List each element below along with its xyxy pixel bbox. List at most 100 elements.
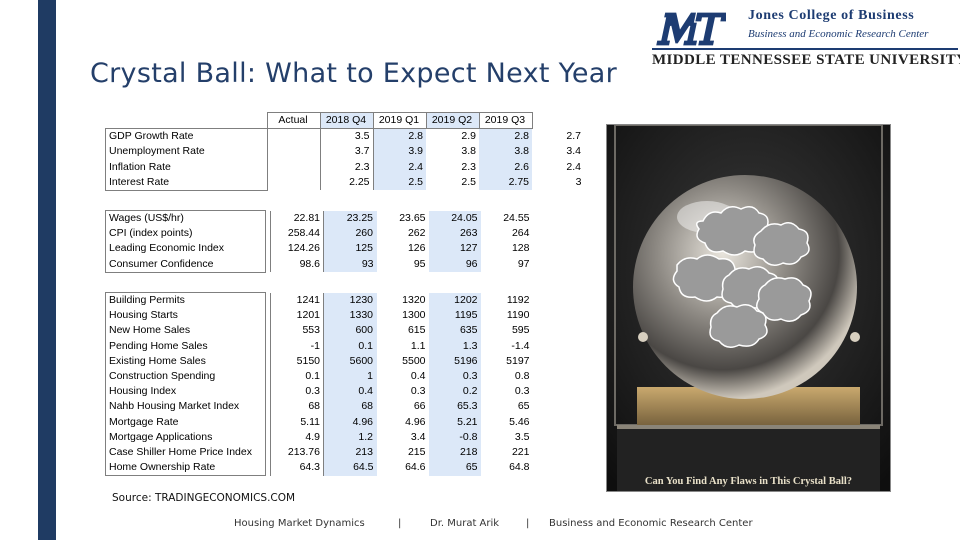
value-cell: 5.11 xyxy=(270,414,324,430)
value-cell: 5196 xyxy=(428,353,481,369)
value-cell: 3.5 xyxy=(319,128,374,145)
footer-center-name: Business and Economic Research Center xyxy=(549,518,753,529)
value-cell: 260 xyxy=(323,226,377,242)
value-cell: 4.96 xyxy=(405,415,426,428)
value-cell: 3.4 xyxy=(410,430,426,443)
value-cell: 65 xyxy=(517,400,530,413)
row-label: Wages (US$/hr) xyxy=(105,210,266,227)
price-confidence-table: Wages (US$/hr) 22.81 23.25 23.65 24.05 24.55 C… xyxy=(105,210,533,273)
source-note: Source: TRADINGECONOMICS.COM xyxy=(112,492,296,504)
table-row: Wages (US$/hr) 22.81 23.25 23.65 24.05 24.55 xyxy=(105,210,533,227)
table-row: New Home Sales 553 600 615 635 595 xyxy=(105,323,533,339)
footer-separator: | xyxy=(526,518,530,529)
value-cell: 64.3 xyxy=(270,460,324,476)
footer-separator: | xyxy=(398,518,402,529)
value-cell: 1201 xyxy=(270,308,324,324)
value-cell: 3.8 xyxy=(479,144,532,160)
value-cell: 1195 xyxy=(428,308,481,324)
value-cell: 213 xyxy=(323,444,377,461)
value-cell: 263 xyxy=(428,226,481,242)
value-cell: 3.7 xyxy=(319,144,374,160)
row-label: Home Ownership Rate xyxy=(105,460,266,477)
photo-caption: Can You Find Any Flaws in This Crystal B… xyxy=(644,476,853,487)
value-cell: -0.8 xyxy=(428,429,481,445)
column-header: Actual xyxy=(266,111,321,130)
value-cell: 5.46 xyxy=(509,415,530,428)
column-header: 2018 Q4 xyxy=(319,111,374,130)
table-row: Construction Spending 0.1 1 0.4 0.3 0.8 xyxy=(105,368,533,385)
value-cell: 2.6 xyxy=(479,159,532,175)
value-cell: 124.26 xyxy=(270,241,324,257)
table-row: Consumer Confidence 98.6 93 95 96 97 xyxy=(105,256,533,273)
value-cell: 2.7 xyxy=(566,130,581,143)
macro-indicators-table: Actual 2018 Q4 2019 Q1 2019 Q2 2019 Q3 GDP Gr… xyxy=(105,111,585,191)
table-row: Home Ownership Rate 64.3 64.5 64.6 65 64.8 xyxy=(105,460,533,477)
spacer-cell xyxy=(267,160,320,175)
value-cell: 0.4 xyxy=(410,370,426,383)
value-cell: 22.81 xyxy=(270,210,324,227)
table-row: Leading Economic Index 124.26 125 126 127 128 xyxy=(105,241,533,257)
value-cell: 1 xyxy=(323,368,377,385)
value-cell: 1192 xyxy=(506,293,530,306)
row-label: Construction Spending xyxy=(105,368,266,385)
value-cell: 128 xyxy=(511,242,530,255)
value-cell: 2.8 xyxy=(373,128,426,145)
row-label: Pending Home Sales xyxy=(105,338,266,354)
value-cell: 64.8 xyxy=(509,461,530,474)
value-cell: 4.9 xyxy=(270,429,324,445)
value-cell: 2.3 xyxy=(461,160,476,173)
table-row: Building Permits 1241 1230 1320 1202 1192 xyxy=(105,292,533,309)
table-row: CPI (index points) 258.44 260 262 263 264 xyxy=(105,226,533,242)
table-row: Existing Home Sales 5150 5600 5500 5196 5197 xyxy=(105,353,533,369)
value-cell: 2.3 xyxy=(319,159,374,175)
value-cell: 2.4 xyxy=(566,160,581,173)
slide-title: Crystal Ball: What to Expect Next Year xyxy=(90,58,618,89)
value-cell: 65 xyxy=(428,460,481,476)
value-cell: 5600 xyxy=(323,353,377,369)
value-cell: 2.25 xyxy=(319,174,374,191)
row-label: Inflation Rate xyxy=(105,159,268,175)
value-cell: 97 xyxy=(517,257,530,270)
value-cell: 1.2 xyxy=(323,429,377,445)
footer-presentation-title: Housing Market Dynamics xyxy=(234,518,365,529)
value-cell: 125 xyxy=(323,241,377,257)
footer-author: Dr. Murat Arik xyxy=(430,518,500,529)
value-cell: 0.3 xyxy=(270,384,324,400)
table-row: Interest Rate 2.25 2.5 2.5 2.75 3 xyxy=(105,174,585,191)
value-cell: 215 xyxy=(407,445,426,458)
value-cell: 98.6 xyxy=(270,256,324,273)
value-cell: 64.6 xyxy=(405,461,426,474)
value-cell: 218 xyxy=(428,444,481,461)
value-cell: 2.75 xyxy=(479,174,532,191)
value-cell: 0.3 xyxy=(428,368,481,385)
left-accent-bar xyxy=(38,0,56,540)
value-cell: 635 xyxy=(428,323,481,339)
value-cell: 5150 xyxy=(270,353,324,369)
spacer-cell xyxy=(267,175,320,191)
logo-college-name: Jones College of Business xyxy=(748,8,915,23)
spacer-cell xyxy=(267,129,320,145)
value-cell: 553 xyxy=(270,323,324,339)
table-row: Mortgage Rate 5.11 4.96 4.96 5.21 5.46 xyxy=(105,414,533,430)
value-cell: 68 xyxy=(270,399,324,415)
value-cell: 1190 xyxy=(506,309,530,322)
row-label: Case Shiller Home Price Index xyxy=(105,444,266,461)
value-cell: 213.76 xyxy=(270,444,324,461)
value-cell: -1.4 xyxy=(511,339,530,352)
table-row: Pending Home Sales -1 0.1 1.1 1.3 -1.4 xyxy=(105,338,533,354)
row-label: GDP Growth Rate xyxy=(105,128,268,145)
column-header: 2019 Q1 xyxy=(372,111,427,130)
row-label: Unemployment Rate xyxy=(105,144,268,160)
crystal-ball-illustration xyxy=(607,125,890,491)
slide-footer: Housing Market Dynamics | Dr. Murat Arik… xyxy=(0,518,960,532)
value-cell: 1.1 xyxy=(410,339,426,352)
value-cell: 2.8 xyxy=(479,128,532,145)
logo-center-name: Business and Economic Research Center xyxy=(748,28,929,40)
value-cell: 5.21 xyxy=(428,414,481,430)
logo-university-name: MIDDLE TENNESSEE STATE UNIVERSITY xyxy=(652,52,960,68)
row-label: Housing Starts xyxy=(105,308,266,324)
value-cell: 23.65 xyxy=(399,211,426,224)
value-cell: 3.8 xyxy=(461,145,476,158)
value-cell: -1 xyxy=(270,338,324,354)
value-cell: 5197 xyxy=(506,354,530,367)
